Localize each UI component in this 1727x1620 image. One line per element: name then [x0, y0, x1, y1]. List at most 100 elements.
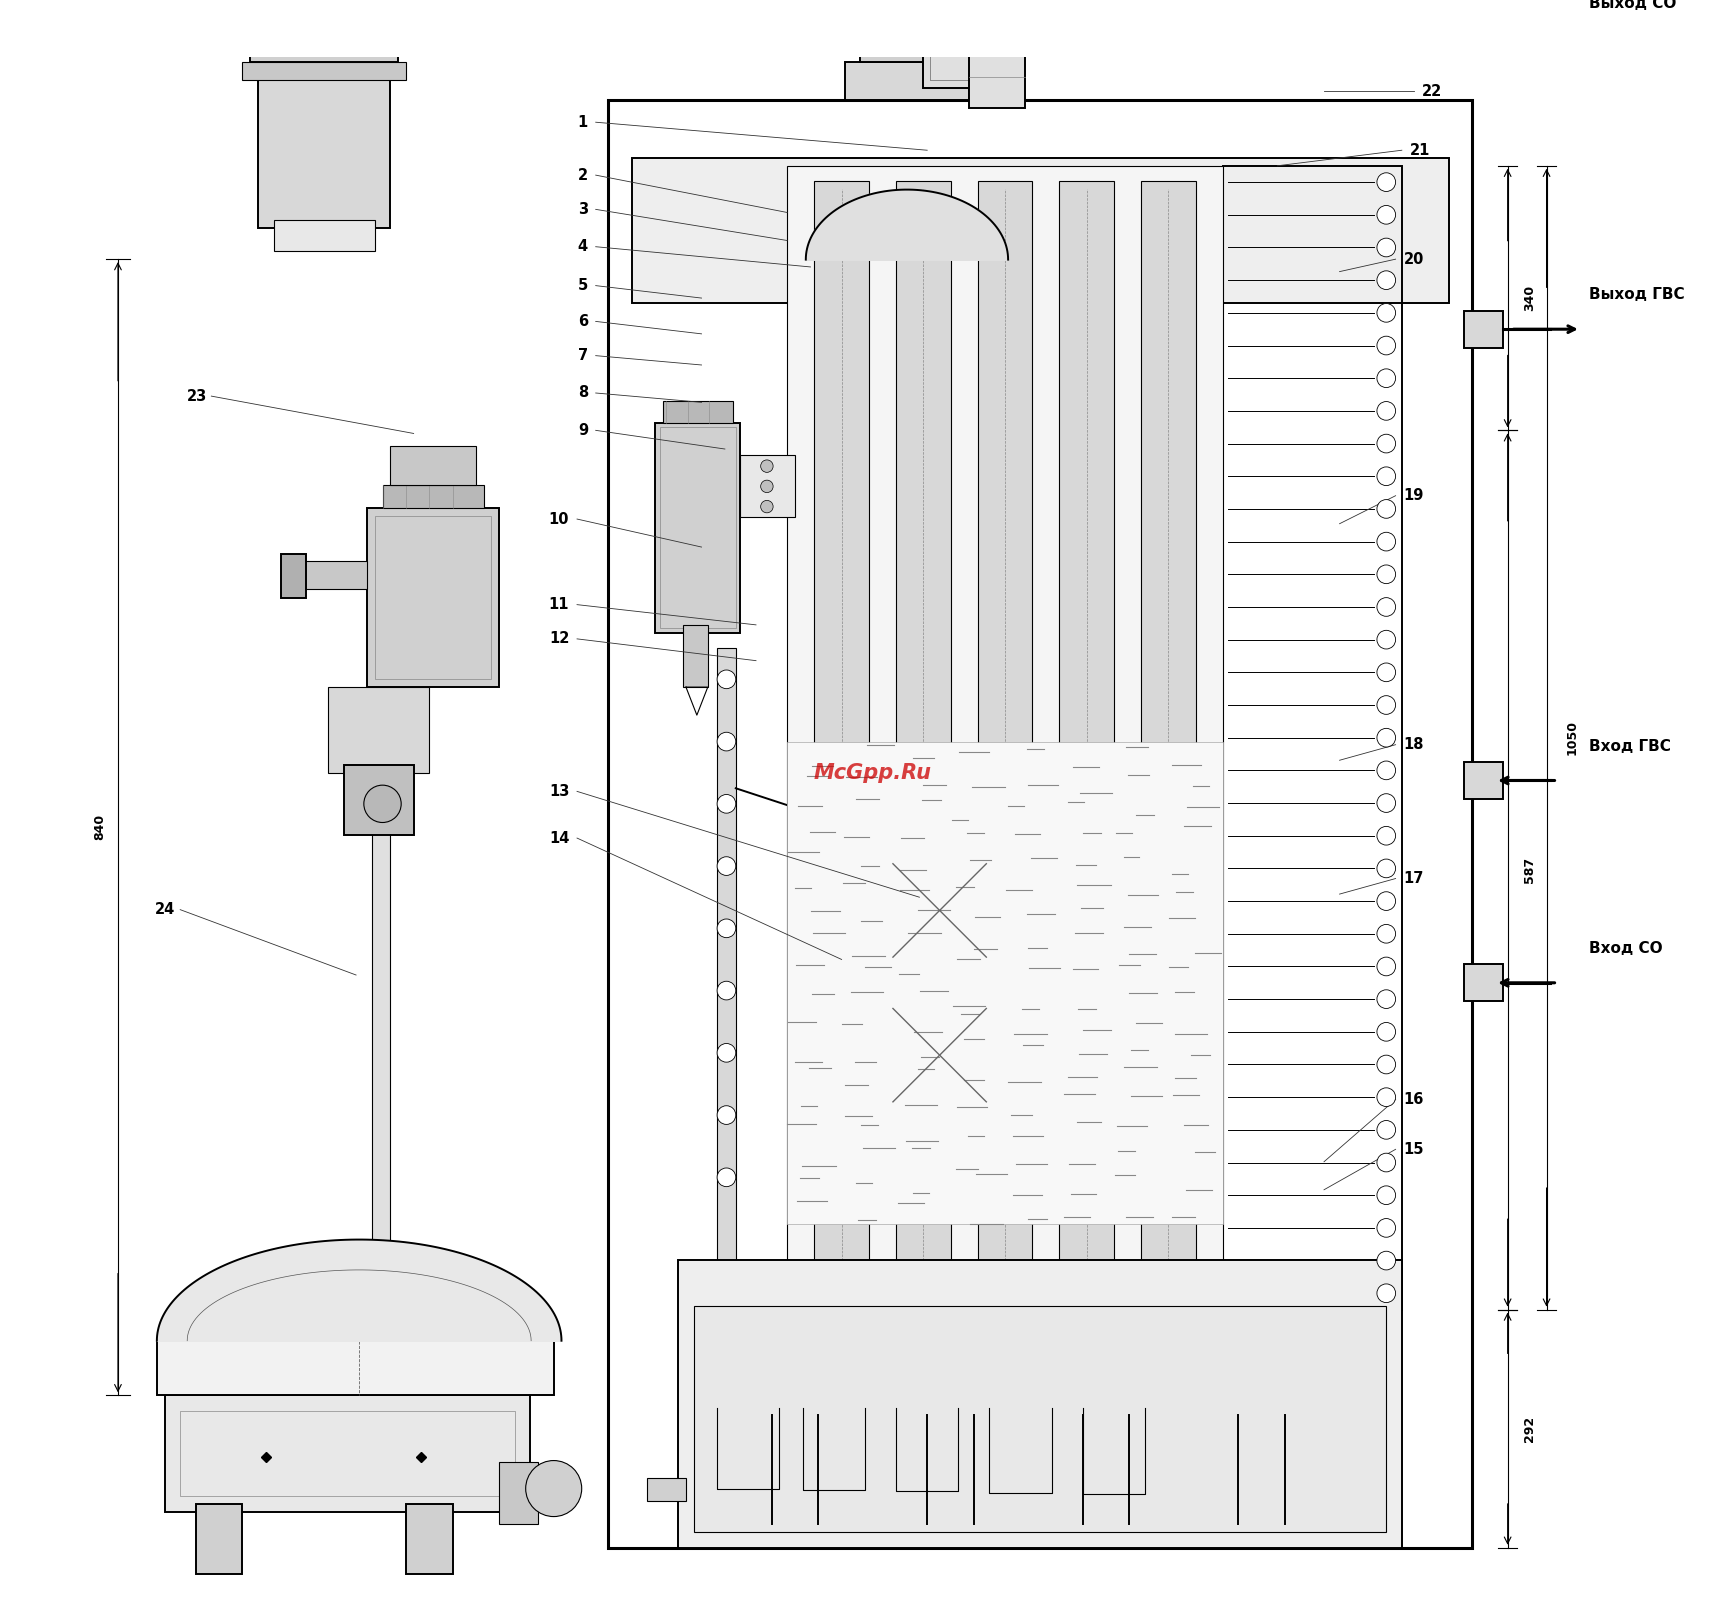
Bar	[195, 1503, 242, 1575]
Circle shape	[1376, 695, 1395, 714]
Bar	[1059, 181, 1114, 1294]
Circle shape	[717, 919, 736, 938]
Bar	[931, 0, 1000, 81]
Circle shape	[1376, 1186, 1395, 1205]
Text: 6: 6	[579, 314, 587, 329]
Bar	[180, 1411, 515, 1497]
Bar	[304, 561, 366, 588]
Text: 292: 292	[1523, 1416, 1537, 1442]
Bar	[257, 81, 390, 228]
Bar	[717, 648, 736, 1270]
Bar	[344, 765, 414, 834]
Circle shape	[1376, 729, 1395, 747]
Text: 587: 587	[1523, 857, 1537, 883]
Circle shape	[934, 6, 957, 29]
Bar	[682, 625, 708, 687]
Polygon shape	[157, 1239, 561, 1341]
Circle shape	[717, 1168, 736, 1187]
Text: 11: 11	[549, 598, 570, 612]
Circle shape	[1376, 565, 1395, 583]
Circle shape	[1376, 826, 1395, 846]
Text: 1: 1	[579, 115, 587, 130]
Bar	[632, 159, 1449, 303]
Text: 19: 19	[1404, 488, 1423, 504]
Text: 12: 12	[549, 632, 570, 646]
Circle shape	[1376, 1022, 1395, 1042]
Bar	[371, 687, 390, 1270]
Text: 340: 340	[1523, 285, 1537, 311]
Text: 16: 16	[1404, 1092, 1423, 1106]
Bar	[1464, 761, 1502, 799]
Bar	[242, 62, 406, 81]
Circle shape	[1376, 1251, 1395, 1270]
Circle shape	[1376, 990, 1395, 1009]
Circle shape	[717, 671, 736, 688]
Circle shape	[717, 982, 736, 1000]
Circle shape	[1376, 533, 1395, 551]
Circle shape	[1376, 402, 1395, 420]
Bar	[922, 0, 1009, 87]
Text: 13: 13	[549, 784, 570, 799]
Circle shape	[364, 786, 401, 823]
Bar	[375, 515, 492, 679]
Text: 4: 4	[579, 240, 587, 254]
Bar	[366, 1264, 395, 1302]
Text: 1050: 1050	[1565, 721, 1578, 755]
Circle shape	[1376, 499, 1395, 518]
Bar	[679, 1260, 1402, 1547]
Text: 5: 5	[579, 279, 587, 293]
Bar	[663, 400, 732, 423]
Text: 24: 24	[155, 902, 176, 917]
Circle shape	[760, 480, 774, 492]
Text: 23: 23	[187, 389, 207, 403]
Bar	[815, 181, 869, 1294]
Circle shape	[717, 857, 736, 875]
Circle shape	[760, 501, 774, 514]
Circle shape	[1376, 238, 1395, 258]
Circle shape	[717, 1043, 736, 1063]
Circle shape	[1376, 434, 1395, 454]
Text: Вход ГВС: Вход ГВС	[1589, 739, 1670, 753]
Text: McGрp.Ru: McGрp.Ru	[813, 763, 933, 782]
Bar	[328, 687, 430, 773]
Text: 840: 840	[93, 815, 105, 841]
Polygon shape	[807, 190, 1009, 259]
Circle shape	[1376, 663, 1395, 682]
Circle shape	[1376, 761, 1395, 779]
Bar	[157, 1341, 554, 1395]
Text: 21: 21	[1409, 143, 1430, 157]
Text: 7: 7	[579, 348, 587, 363]
Bar	[741, 455, 794, 517]
Bar	[648, 1477, 686, 1502]
Bar	[282, 554, 306, 598]
Text: 20: 20	[1404, 251, 1423, 267]
Bar	[845, 62, 969, 100]
Bar	[807, 259, 1009, 267]
Text: 14: 14	[549, 831, 570, 846]
Bar	[250, 34, 399, 62]
Text: 10: 10	[549, 512, 570, 526]
Bar	[655, 423, 741, 633]
Bar	[788, 165, 1223, 1309]
Circle shape	[1376, 1153, 1395, 1171]
Text: 2: 2	[579, 167, 587, 183]
Bar	[390, 446, 477, 484]
Circle shape	[525, 1461, 582, 1516]
Circle shape	[717, 794, 736, 813]
Circle shape	[717, 732, 736, 752]
Circle shape	[934, 31, 957, 52]
Circle shape	[1376, 957, 1395, 975]
Circle shape	[1376, 794, 1395, 812]
Circle shape	[717, 1106, 736, 1124]
Circle shape	[1376, 1285, 1395, 1302]
Bar	[1142, 181, 1195, 1294]
Circle shape	[1376, 925, 1395, 943]
Bar	[896, 181, 950, 1294]
Circle shape	[1376, 598, 1395, 616]
Circle shape	[1376, 1055, 1395, 1074]
Bar	[660, 428, 736, 629]
Text: Выход ГВС: Выход ГВС	[1589, 287, 1684, 303]
Bar	[382, 484, 484, 509]
Bar	[860, 0, 953, 62]
Text: 8: 8	[579, 386, 587, 400]
